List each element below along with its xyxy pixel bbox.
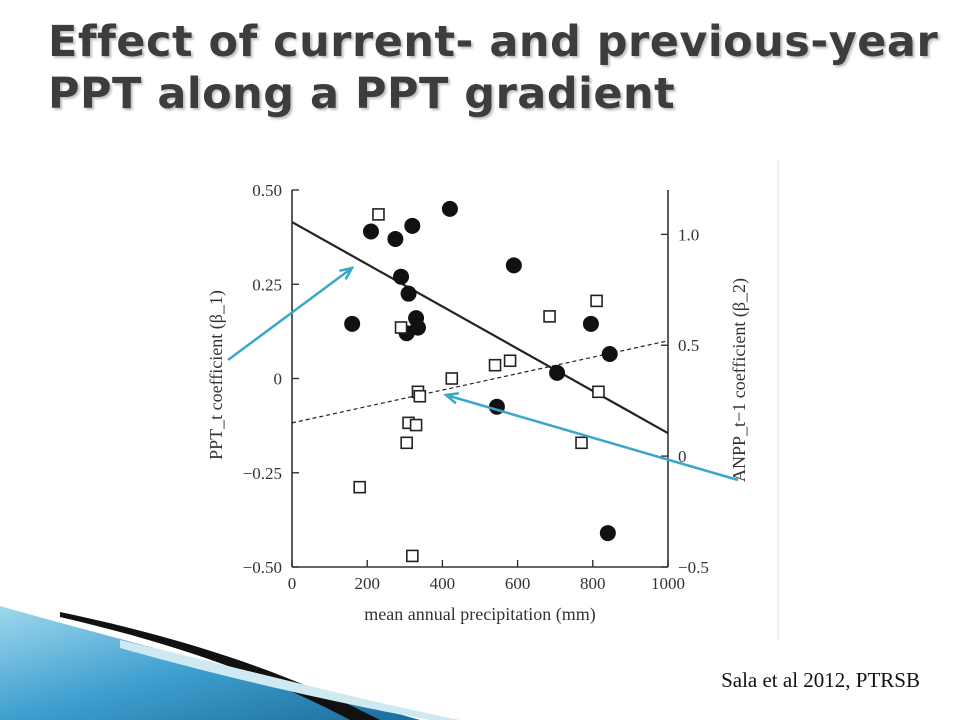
open-square-point	[590, 294, 603, 308]
y-left-tick-label: 0	[274, 370, 283, 389]
x-tick-label: 600	[505, 574, 531, 593]
x-tick-label: 0	[288, 574, 297, 593]
annotation-arrows	[227, 266, 739, 482]
open-square-point	[406, 549, 419, 563]
x-tick-label: 1000	[651, 574, 685, 593]
data-markers	[344, 200, 618, 563]
open-square-point	[503, 354, 517, 368]
x-tick-group: 0 200 400 600 800 1000	[288, 560, 685, 593]
open-square-point	[400, 436, 413, 450]
y-right-tick-label: 1.0	[678, 225, 699, 244]
open-square-point	[372, 208, 385, 221]
plot-axes	[291, 190, 669, 568]
x-tick-label: 200	[354, 574, 380, 593]
solid-fit-line	[291, 221, 669, 435]
open-square-point	[543, 310, 556, 323]
filled-circle-point	[387, 231, 404, 248]
open-square-point	[353, 480, 366, 494]
filled-circle-point	[344, 315, 361, 332]
filled-circle-point	[400, 285, 417, 302]
open-square-point	[445, 372, 459, 385]
y-left-tick-label: −0.50	[243, 558, 282, 577]
citation-text: Sala et al 2012, PTRSB	[721, 668, 920, 692]
filled-circle-point	[404, 217, 421, 234]
y-right-tick-label: 0	[678, 447, 687, 466]
x-tick-label: 800	[580, 574, 606, 593]
filled-circle-point	[599, 525, 616, 542]
y-left-tick-group: 0.50 0.25 0 −0.25 −0.50	[243, 181, 299, 577]
y-left-tick-label: 0.25	[252, 275, 282, 294]
filled-circle-point	[582, 315, 599, 332]
open-square-point	[413, 389, 427, 403]
y-left-tick-label: 0.50	[252, 181, 282, 200]
filled-circle-point	[362, 223, 379, 240]
x-axis-title: mean annual precipitation (mm)	[364, 604, 595, 625]
open-square-point	[394, 321, 408, 334]
x-tick-label: 400	[430, 574, 456, 593]
filled-circle-point	[505, 257, 522, 274]
filled-circle-point	[601, 345, 618, 362]
filled-circle-point	[393, 268, 410, 285]
arrow-to-dashed-line	[445, 393, 739, 482]
y-left-tick-label: −0.25	[243, 464, 282, 483]
open-square-point	[592, 385, 605, 399]
slide-title: Effect of current- and previous-year PPT…	[48, 17, 939, 119]
filled-circle-point	[441, 200, 458, 217]
dashed-fit-line	[291, 340, 669, 424]
open-square-point	[409, 418, 423, 432]
filled-circle-point	[549, 364, 566, 381]
y-left-axis-title: PPT_t coefficient (β_1)	[206, 290, 227, 460]
regression-lines	[291, 221, 669, 435]
y-right-axis-title: ANPP_t−1 coefficient (β_2)	[729, 278, 750, 482]
open-square-point	[488, 358, 502, 372]
y-right-tick-group: 1.0 0.5 0 −0.5	[661, 225, 709, 577]
open-square-point	[575, 436, 588, 450]
arrow-to-solid-line	[227, 266, 353, 362]
arrow-to-solid-line-head	[339, 266, 355, 280]
y-right-tick-label: −0.5	[678, 558, 709, 577]
y-right-tick-label: 0.5	[678, 336, 699, 355]
arrow-to-dashed-line-head	[443, 391, 460, 405]
